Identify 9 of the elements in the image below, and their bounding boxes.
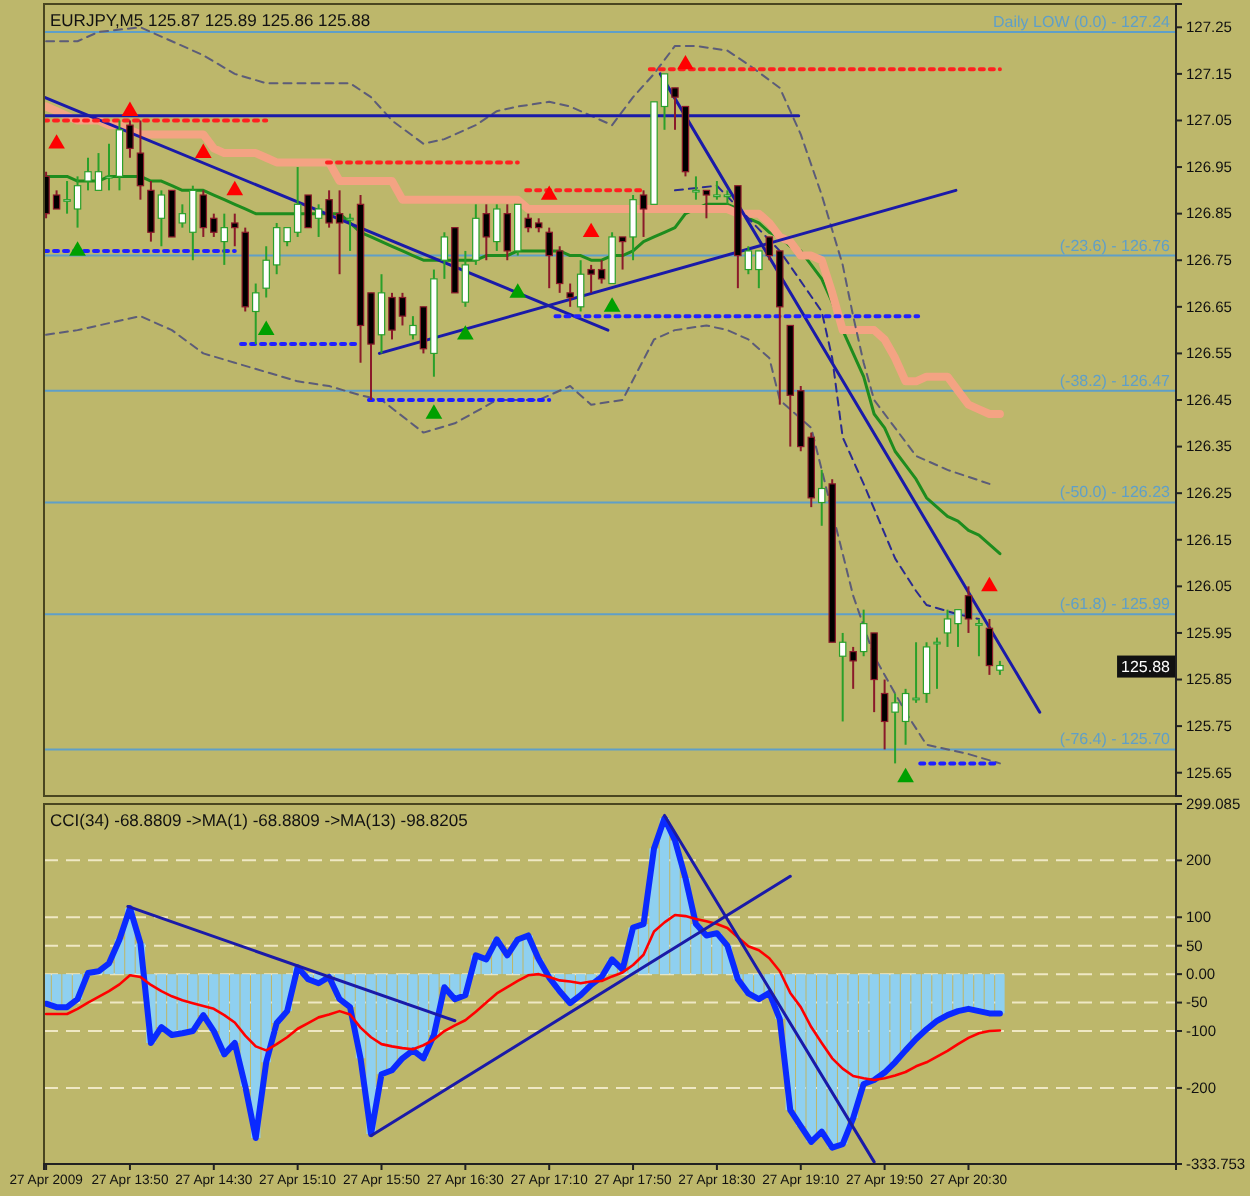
annotation: (-76.4) - 125.70: [1059, 730, 1172, 749]
annotation: (-61.8) - 125.99: [1059, 595, 1172, 614]
annotation: (-50.0) - 126.23: [1059, 483, 1172, 502]
annotation: 125.88: [1121, 657, 1172, 676]
annotation: (-23.6) - 126.76: [1059, 236, 1172, 255]
chart-title: EURJPY,M5 125.87 125.89 125.86 125.88: [50, 10, 371, 30]
annotation: (-38.2) - 126.47: [1059, 371, 1172, 390]
chart-title: CCI(34) -68.8809 ->MA(1) -68.8809 ->MA(13) -98.8205: [50, 810, 469, 830]
annotation: Daily LOW (0.0) - 127.24: [993, 12, 1172, 31]
